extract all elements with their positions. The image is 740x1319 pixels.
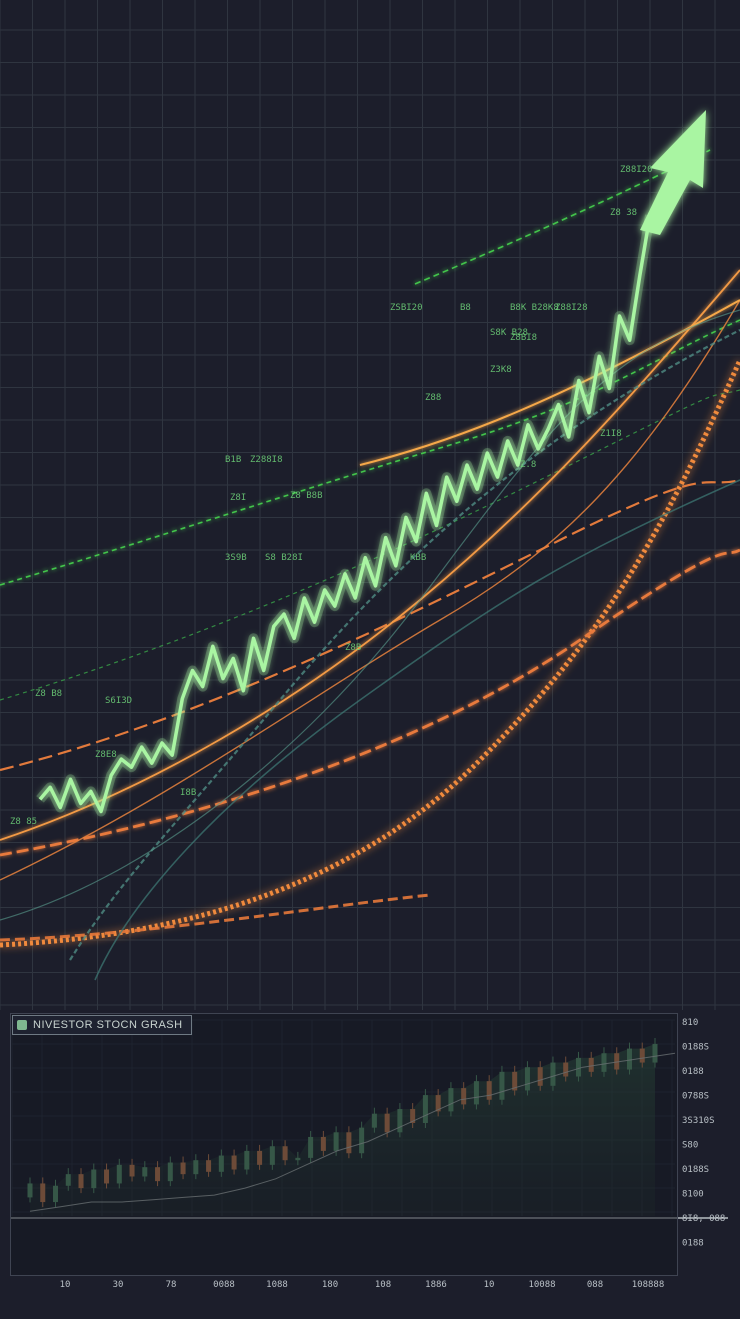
x-tick-label: 10 (60, 1280, 71, 1290)
x-tick-label: 108888 (632, 1280, 665, 1290)
y-tick-label: 0188S (682, 1043, 709, 1053)
floating-label: ZSBI20 (390, 303, 423, 313)
arrow-up-icon (640, 110, 706, 235)
orange-solid-line-3 (359, 299, 740, 466)
teal-curve-3 (0, 309, 740, 921)
main-line (38, 215, 652, 814)
floating-label: Z88 (425, 393, 441, 403)
floating-label: Z88I28 (555, 303, 588, 313)
floating-label: B1B (225, 455, 241, 465)
floating-label: Z.8 (520, 460, 536, 470)
floating-label: Z8 B8B (290, 491, 323, 501)
y-tick-label: S80 (682, 1141, 698, 1151)
x-tick-label: 088 (587, 1280, 603, 1290)
green-dashed-line-mid (0, 389, 740, 701)
x-tick-label: 0088 (213, 1280, 235, 1290)
green-dashed-line-lower (0, 319, 740, 586)
orange-solid-line-2 (0, 299, 740, 881)
floating-label: Z8B (345, 643, 361, 653)
floating-label: Z8BI8 (510, 333, 537, 343)
teal-curve-2 (94, 479, 740, 981)
floating-label: Z1I8 (600, 429, 622, 439)
orange-dotted-curve-large (0, 358, 740, 948)
floating-label: S8K B28 (490, 328, 528, 338)
orange-dashed-line-1 (0, 548, 740, 857)
floating-label: Z8 85 (10, 817, 37, 827)
floating-label: B8K B28K8 (510, 303, 559, 313)
floating-label: Z3K8 (490, 365, 512, 375)
y-tick-label: 0188 (682, 1067, 704, 1077)
x-tick-label: 10 (484, 1280, 495, 1290)
floating-label: Z8E8 (95, 750, 117, 760)
x-tick-label: 1886 (425, 1280, 447, 1290)
floating-label: KBB (410, 553, 426, 563)
orange-dashed-curve-low (0, 893, 431, 942)
x-tick-label: 1088 (266, 1280, 288, 1290)
y-tick-label: 0788S (682, 1092, 709, 1102)
floating-label: Z88I20 (620, 165, 653, 175)
floating-label: I8B (180, 788, 196, 798)
panel-title: NIVESTOR STOCN GRASH (12, 1015, 192, 1035)
trend-lines (0, 149, 740, 981)
floating-label: B8 (460, 303, 471, 313)
panel-title-text: NIVESTOR STOCN GRASH (33, 1019, 183, 1031)
y-tick-label: 810 (682, 1018, 698, 1028)
candlestick-panel-frame (10, 1013, 678, 1276)
y-tick-label: 8I8, 088 (682, 1214, 725, 1224)
y-tick-label: 8100 (682, 1190, 704, 1200)
floating-label: Z288I8 (250, 455, 283, 465)
y-tick-label: 3S310S (682, 1116, 715, 1126)
teal-curve-1 (69, 329, 740, 961)
x-tick-label: 108 (375, 1280, 391, 1290)
x-tick-label: 180 (322, 1280, 338, 1290)
x-tick-label: 78 (166, 1280, 177, 1290)
floating-label: Z8 38 (610, 208, 637, 218)
x-tick-label: 10088 (528, 1280, 555, 1290)
x-tick-label: 30 (113, 1280, 124, 1290)
floating-label: 3S9B (225, 553, 247, 563)
chart-icon (17, 1020, 27, 1030)
y-tick-label: 0188 (682, 1239, 704, 1249)
y-tick-label: 0188S (682, 1165, 709, 1175)
orange-dashed-line-2 (0, 478, 740, 772)
grid (0, 0, 740, 1010)
floating-label: S6I3D (105, 696, 132, 706)
floating-label: S8 B28I (265, 553, 303, 563)
floating-label: Z8I (230, 493, 246, 503)
main-price-line (36, 214, 655, 817)
floating-label: Z8 B8 (35, 689, 62, 699)
